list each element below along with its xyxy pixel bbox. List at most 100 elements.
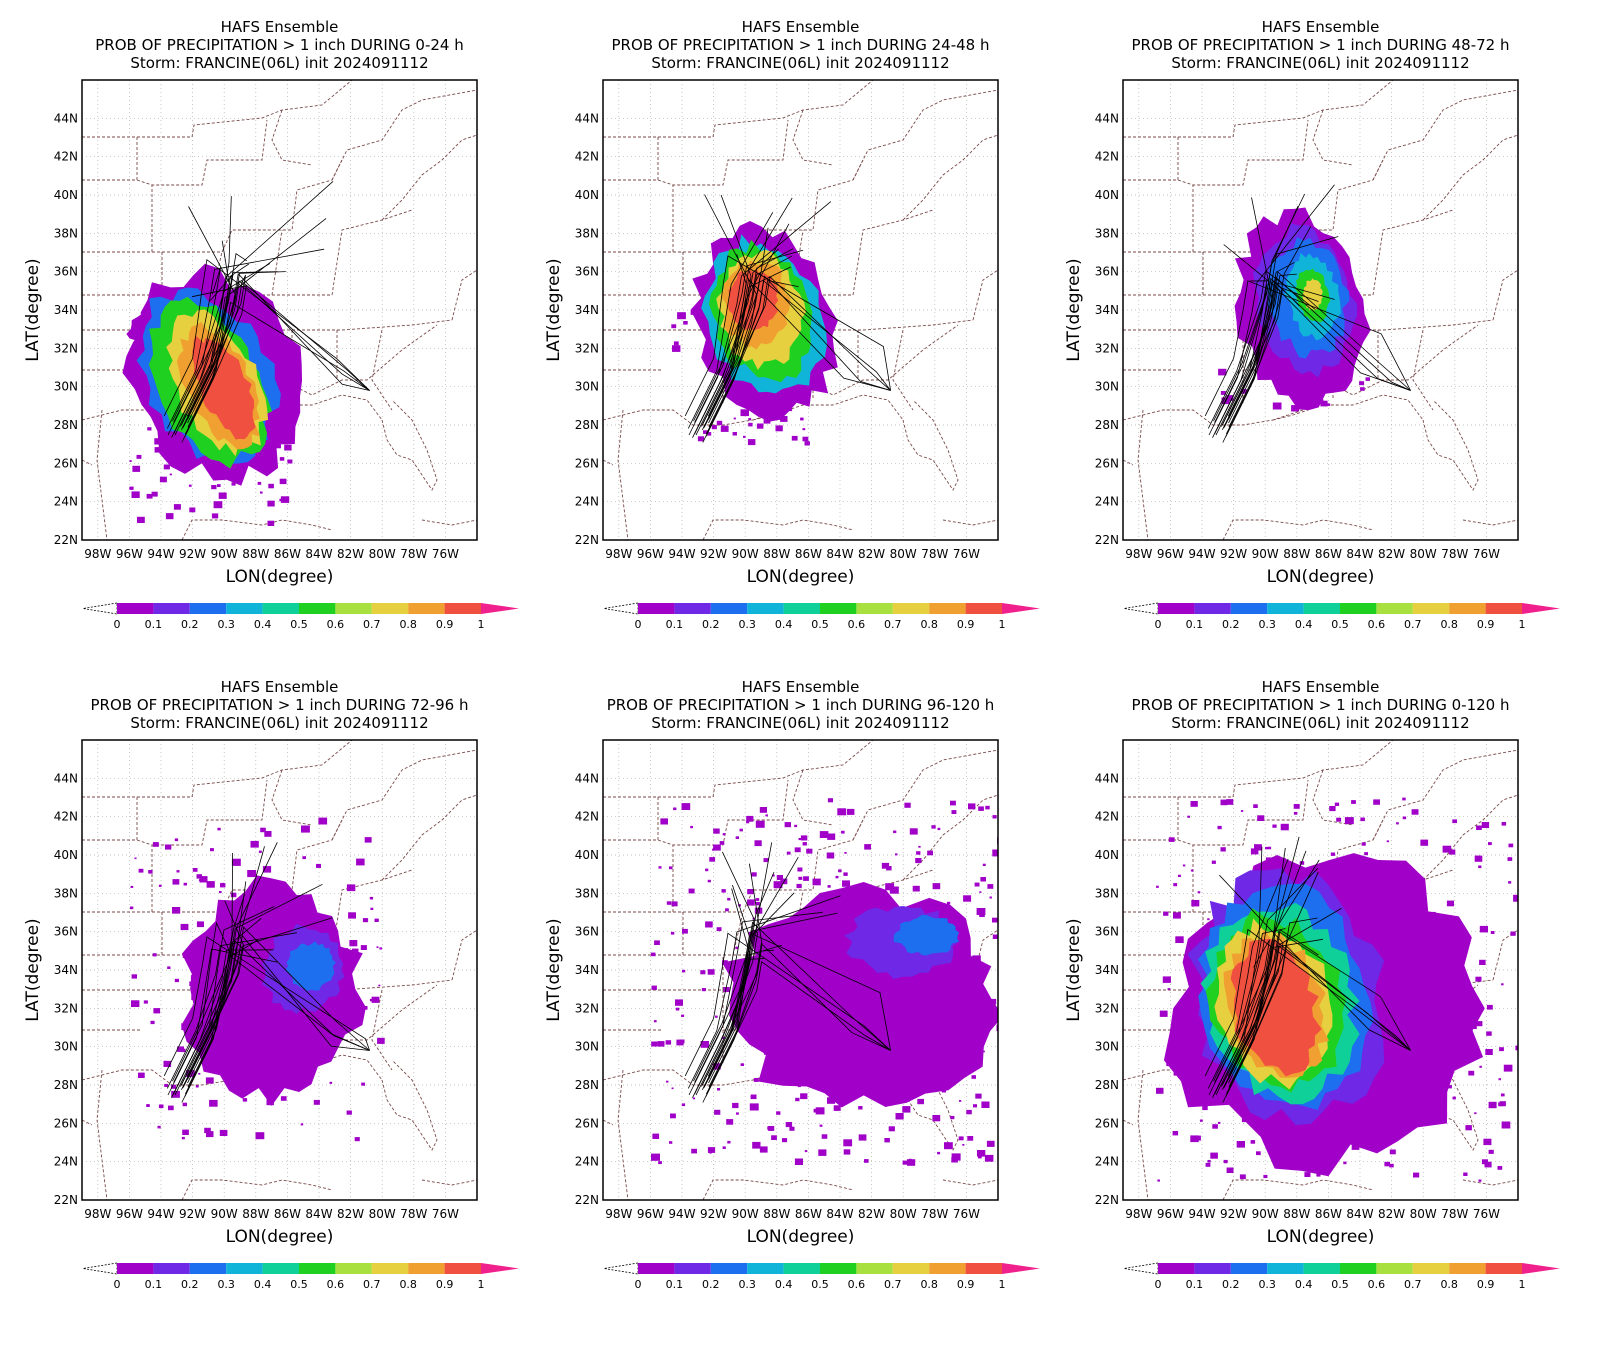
- precip-speck: [1513, 894, 1518, 902]
- colorbar-swatch: [965, 1263, 1002, 1274]
- colorbar-label: 1: [1519, 618, 1526, 631]
- precip-speck: [1304, 1172, 1311, 1177]
- lat-tick-label: 34N: [575, 303, 599, 317]
- precip-speck: [700, 1041, 709, 1048]
- lat-tick-label: 30N: [575, 1040, 599, 1054]
- precip-speck: [318, 817, 328, 825]
- precip-probability-field: [122, 263, 303, 526]
- map-area: [82, 80, 477, 540]
- colorbar-label: 0.3: [738, 618, 756, 631]
- precip-speck: [812, 878, 821, 886]
- header-title: HAFS Ensemble: [742, 18, 860, 36]
- lat-tick-label: 22N: [575, 1193, 599, 1207]
- track-line: [163, 936, 370, 1077]
- precip-speck: [1280, 823, 1289, 831]
- lat-tick-label: 28N: [575, 418, 599, 432]
- colorbar-swatch: [226, 1263, 263, 1274]
- precip-speck: [973, 1104, 977, 1108]
- precip-speck: [209, 1099, 218, 1107]
- precip-speck: [733, 417, 736, 420]
- colorbar-label: 0.1: [145, 618, 163, 631]
- colorbar-label: 0.6: [327, 1278, 345, 1291]
- x-axis-label: LON(degree): [226, 567, 334, 587]
- precip-speck: [975, 1093, 982, 1099]
- track-line: [702, 961, 891, 1103]
- precip-speck: [789, 1126, 795, 1131]
- colorbar-swatch: [335, 603, 372, 614]
- colorbar-label: 0.8: [920, 1278, 938, 1291]
- colorbar-swatch: [710, 603, 748, 614]
- lon-tick-label: 80W: [890, 1207, 917, 1221]
- precip-speck: [838, 869, 842, 873]
- colorbar-label: 0.8: [1440, 1278, 1458, 1291]
- precip-speck: [1447, 1085, 1452, 1089]
- lat-tick-label: 38N: [54, 886, 78, 900]
- lat-tick-label: 22N: [54, 1193, 78, 1207]
- precip-speck: [950, 1115, 955, 1120]
- colorbar-swatch: [638, 1263, 675, 1274]
- colorbar-swatch: [1230, 1263, 1268, 1274]
- track-line: [181, 894, 245, 1090]
- precip-speck: [1446, 900, 1454, 907]
- precip-speck: [681, 803, 691, 810]
- lat-tick-label: 44N: [54, 111, 78, 125]
- precip-speck: [1178, 874, 1181, 877]
- lon-tick-label: 84W: [305, 547, 332, 561]
- over-triangle: [1002, 1263, 1040, 1274]
- lon-tick-label: 92W: [700, 547, 727, 561]
- lon-tick-label: 92W: [179, 1207, 206, 1221]
- storm-subtitle: Storm: FRANCINE(06L) init 2024091112: [651, 714, 949, 732]
- precip-speck: [1190, 869, 1194, 872]
- precip-speck: [754, 907, 763, 914]
- precip-speck: [841, 830, 845, 834]
- precip-speck: [1481, 822, 1490, 828]
- colorbar-swatch: [820, 603, 857, 614]
- precip-speck: [329, 1081, 333, 1084]
- precip-speck: [1207, 918, 1210, 921]
- lat-tick-label: 42N: [575, 810, 599, 824]
- lat-tick-label: 30N: [1095, 1040, 1119, 1054]
- precip-speck: [843, 1149, 851, 1155]
- probability-contour: [285, 941, 336, 991]
- lat-tick-label: 40N: [54, 188, 78, 202]
- colorbar-label: 0.7: [363, 1278, 381, 1291]
- precip-speck: [176, 870, 180, 873]
- precip-speck: [968, 803, 976, 810]
- precip-speck: [172, 907, 181, 914]
- precip-speck: [1510, 931, 1516, 936]
- lon-tick-label: 98W: [1125, 1207, 1152, 1221]
- precip-speck: [1212, 1124, 1218, 1129]
- precip-speck: [1257, 815, 1265, 821]
- precip-speck: [210, 848, 214, 852]
- colorbar-swatch: [189, 1263, 227, 1274]
- precip-speck: [151, 491, 158, 497]
- lon-tick-label: 88W: [763, 547, 790, 561]
- track-line: [694, 911, 823, 1083]
- lon-tick-label: 78W: [921, 1207, 948, 1221]
- precip-speck: [885, 883, 895, 891]
- precip-speck: [727, 1140, 731, 1144]
- colorbar-swatch: [1158, 603, 1195, 614]
- precip-speck: [1299, 861, 1305, 865]
- lon-tick-label: 84W: [1346, 1207, 1373, 1221]
- colorbar-label: 0.2: [1222, 1278, 1240, 1291]
- precip-speck: [1190, 1135, 1199, 1143]
- precip-speck: [198, 879, 202, 881]
- precip-speck: [1220, 847, 1226, 852]
- precip-speck: [173, 504, 181, 510]
- precip-speck: [915, 858, 922, 864]
- lat-tick-label: 42N: [54, 810, 78, 824]
- precip-speck: [666, 1080, 669, 1083]
- precip-speck: [844, 852, 847, 854]
- precip-speck: [1483, 1138, 1492, 1146]
- lon-tick-label: 96W: [637, 1207, 664, 1221]
- track-line: [1208, 928, 1286, 1096]
- precip-speck: [1420, 839, 1429, 846]
- track-line: [708, 280, 799, 428]
- precip-speck: [131, 974, 137, 979]
- precip-speck: [287, 459, 293, 464]
- header-title: HAFS Ensemble: [221, 678, 339, 696]
- precip-speck: [1386, 840, 1389, 843]
- precip-speck: [691, 1148, 697, 1154]
- storm-subtitle: Storm: FRANCINE(06L) init 2024091112: [1171, 54, 1469, 72]
